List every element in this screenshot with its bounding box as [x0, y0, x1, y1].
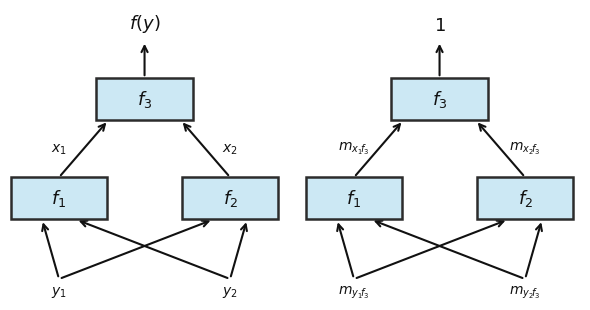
Text: $x_1$: $x_1$ — [51, 143, 67, 157]
Text: $f_1$: $f_1$ — [346, 188, 362, 209]
Text: $f_1$: $f_1$ — [51, 188, 67, 209]
Text: $m_{x_1\!f_3}$: $m_{x_1\!f_3}$ — [338, 141, 370, 157]
Text: $f(y)$: $f(y)$ — [129, 13, 160, 35]
Bar — [306, 177, 402, 219]
Bar — [477, 177, 573, 219]
Text: $m_{y_2\!f_3}$: $m_{y_2\!f_3}$ — [509, 285, 541, 301]
Text: $1$: $1$ — [434, 17, 445, 35]
Bar — [96, 78, 193, 120]
Text: $f_2$: $f_2$ — [517, 188, 533, 209]
Text: $f_2$: $f_2$ — [222, 188, 238, 209]
Bar — [182, 177, 278, 219]
Text: $y_1$: $y_1$ — [51, 286, 67, 300]
Text: $f_3$: $f_3$ — [432, 89, 447, 110]
Text: $x_2$: $x_2$ — [222, 143, 238, 157]
Bar — [391, 78, 488, 120]
Text: $y_2$: $y_2$ — [222, 286, 238, 300]
Text: $m_{y_1\!f_3}$: $m_{y_1\!f_3}$ — [338, 285, 370, 301]
Text: $f_3$: $f_3$ — [137, 89, 152, 110]
Bar — [11, 177, 107, 219]
Text: $m_{x_2\!f_3}$: $m_{x_2\!f_3}$ — [509, 141, 541, 157]
